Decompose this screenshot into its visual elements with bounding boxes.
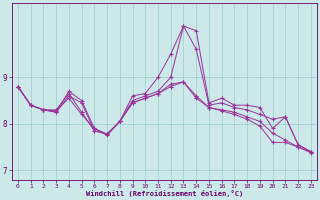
X-axis label: Windchill (Refroidissement éolien,°C): Windchill (Refroidissement éolien,°C)	[86, 190, 243, 197]
